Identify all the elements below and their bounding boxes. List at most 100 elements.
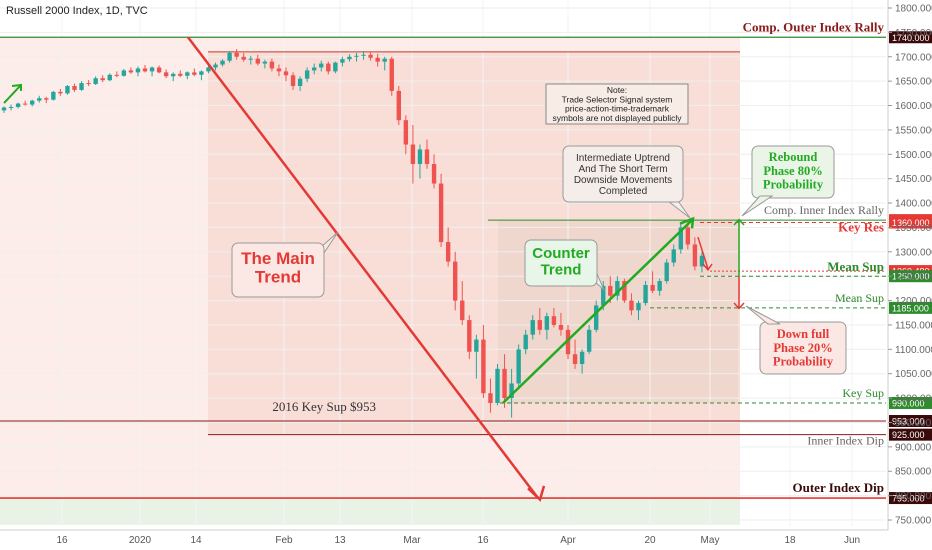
x-axis: 16 2020 14 Feb 13 Mar 16 Apr 20 May 18 Jun <box>0 529 888 546</box>
pullback-arrow-head <box>702 263 713 272</box>
candle-body <box>276 68 282 72</box>
counter-trend-box <box>524 239 598 287</box>
candle-body <box>537 320 542 330</box>
y-tick-label: 750.000 <box>895 516 932 527</box>
x-tick-label: May <box>701 535 720 546</box>
candle-body <box>114 74 119 76</box>
candle-body <box>438 183 444 243</box>
candle-body <box>382 58 387 62</box>
candle-body <box>58 91 63 94</box>
x-tick-label: Jun <box>844 535 860 546</box>
price-tag-label: 990.000 <box>892 398 925 408</box>
down-phase-label: Down full Phase 20% Probability <box>773 327 834 369</box>
start-arrow <box>3 85 21 104</box>
candle-body <box>149 67 155 72</box>
candle-body <box>643 284 648 304</box>
candle-body <box>389 58 394 91</box>
price-tag-label: 1250.000 <box>892 272 930 282</box>
candle-body <box>135 68 141 73</box>
candle-body <box>594 305 599 330</box>
y-tick-label: 1400.000 <box>895 199 932 210</box>
system-note-text: Note: Trade Selector Signal system price-a… <box>553 85 683 123</box>
candle-body <box>361 54 366 56</box>
candle-body <box>671 249 676 263</box>
candle-body <box>565 329 571 355</box>
candle-body <box>354 55 359 57</box>
lower-zone <box>0 498 740 525</box>
candle-body <box>692 244 698 267</box>
candle-body <box>502 368 507 399</box>
x-tick-label: 16 <box>477 535 489 546</box>
candle-body <box>460 300 465 321</box>
x-tick-label: Feb <box>275 535 293 546</box>
candle-body <box>509 383 514 399</box>
price-tag-label: 1185.000 <box>892 303 929 313</box>
candle-body <box>608 285 613 296</box>
candle-body <box>156 67 162 73</box>
candle-body <box>488 393 493 403</box>
candle-body <box>340 59 345 63</box>
y-axis: 750.000 800.000 850.000 900.000 950.000 1000.… <box>887 0 932 530</box>
level-label: Mean Sup <box>827 259 884 274</box>
level-label: Mean Sup <box>835 291 884 305</box>
candle-body <box>685 227 691 245</box>
candle-body <box>622 281 627 301</box>
level-label: 2016 Key Sup $953 <box>272 399 376 414</box>
y-tick-label: 1600.000 <box>895 101 932 112</box>
pullback-arrow <box>697 236 709 270</box>
y-tick-label: 1200.000 <box>895 296 932 307</box>
candle-body <box>234 52 239 57</box>
candle-body <box>107 74 112 81</box>
candle-body <box>206 67 211 72</box>
y-tick-label: 1750.000 <box>895 28 932 39</box>
candle-body <box>312 67 317 71</box>
price-tag <box>889 415 932 428</box>
candle-body <box>636 303 641 311</box>
candle-body <box>657 281 662 291</box>
candle-body <box>290 75 296 87</box>
candle-body <box>37 98 42 101</box>
candle-body <box>1 107 7 111</box>
price-tag <box>889 31 932 44</box>
x-tick-label: Mar <box>403 535 421 546</box>
candle-body <box>403 120 409 145</box>
candle-body <box>586 329 592 352</box>
candle-body <box>368 54 373 58</box>
candle-body <box>530 320 535 335</box>
uptrend-note-box <box>562 145 684 203</box>
down-phase-box <box>759 321 847 375</box>
candle-body <box>699 255 705 267</box>
candle-body <box>241 56 246 60</box>
x-tick-label: 13 <box>334 535 346 546</box>
candle-body <box>579 351 585 364</box>
candle-body <box>431 164 437 184</box>
candle-body <box>410 144 416 165</box>
main-trend-box <box>231 242 325 298</box>
candle-body <box>396 90 401 121</box>
level-label: Comp. Outer Index Rally <box>743 19 885 34</box>
candle-body <box>93 78 98 85</box>
y-tick-label: 1800.000 <box>895 4 932 15</box>
candle-body <box>220 60 225 65</box>
candle-body <box>262 61 268 64</box>
candle-body <box>255 58 260 64</box>
price-tag-label: 925.000 <box>892 430 925 440</box>
trend-overlays <box>3 36 745 502</box>
price-tag <box>889 428 932 441</box>
x-tick-label: 18 <box>784 535 796 546</box>
candle-body <box>572 354 578 364</box>
y-tick-label: 1000.000 <box>895 394 932 405</box>
candle-body <box>304 70 310 79</box>
x-tick-label: 2020 <box>129 535 152 546</box>
candle-body <box>185 72 190 76</box>
price-tag <box>889 270 932 283</box>
counter-trend-label: Counter Trend <box>532 245 590 279</box>
candle-body <box>629 300 634 311</box>
y-tick-label: 1250.000 <box>895 272 932 283</box>
level-label: Outer Index Dip <box>793 480 885 495</box>
level-label: Comp. Inner Index Rally <box>764 203 884 217</box>
candle-body <box>424 149 430 165</box>
price-tag <box>889 301 932 314</box>
